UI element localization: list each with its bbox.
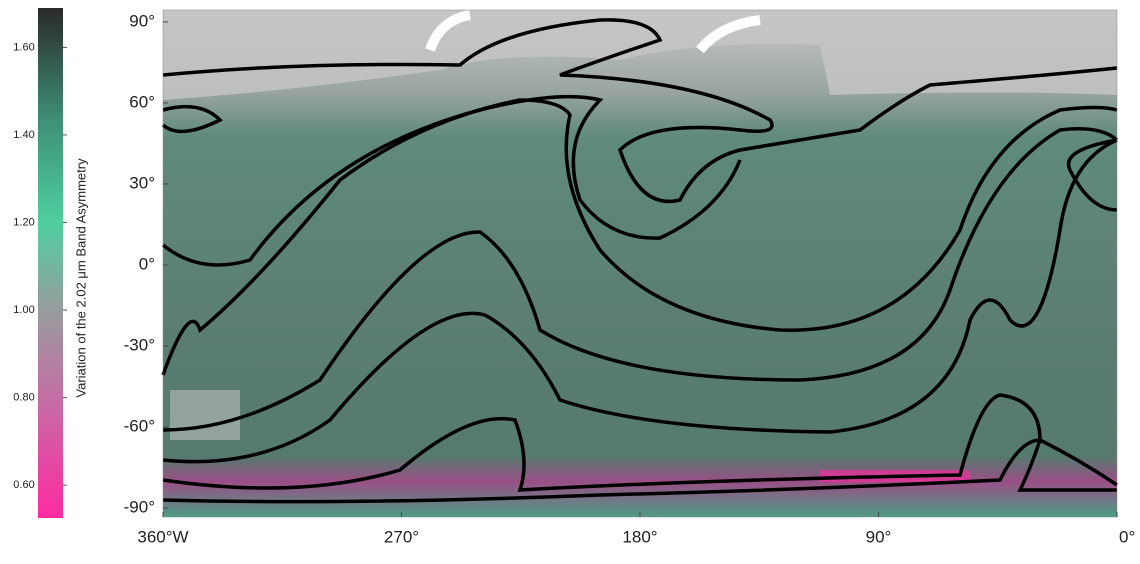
colorbar-tick-label: 0.80 — [13, 392, 34, 404]
y-tick-label: -60° — [124, 417, 155, 436]
map — [163, 10, 1117, 517]
colorbar-tick-label: 1.20 — [13, 216, 34, 228]
x-tick-label: 270° — [384, 527, 419, 546]
colorbar-label: Variation of the 2.02 μm Band Asymmetry — [73, 158, 88, 398]
colorbar-tick-label: 1.40 — [13, 129, 34, 141]
y-tick-label: 90° — [129, 11, 155, 30]
figure: Variation of the 2.02 μm Band Asymmetry … — [0, 0, 1140, 559]
colorbar-tick-label: 1.00 — [13, 304, 34, 316]
y-tick-label: -90° — [124, 498, 155, 517]
colorbar-tick-label: 1.60 — [13, 41, 34, 53]
colorbar-tick-label: 0.60 — [13, 479, 34, 491]
y-tick-label: 0° — [139, 254, 155, 273]
y-tick-label: -30° — [124, 336, 155, 355]
y-tick-label: 30° — [129, 173, 155, 192]
y-tick-label: 60° — [129, 92, 155, 111]
x-tick-label: 180° — [622, 527, 657, 546]
colorbar — [38, 8, 63, 518]
x-tick-label: 0° — [1119, 527, 1135, 546]
x-tick-label: 360°W — [137, 527, 188, 546]
x-tick-label: 90° — [866, 527, 892, 546]
